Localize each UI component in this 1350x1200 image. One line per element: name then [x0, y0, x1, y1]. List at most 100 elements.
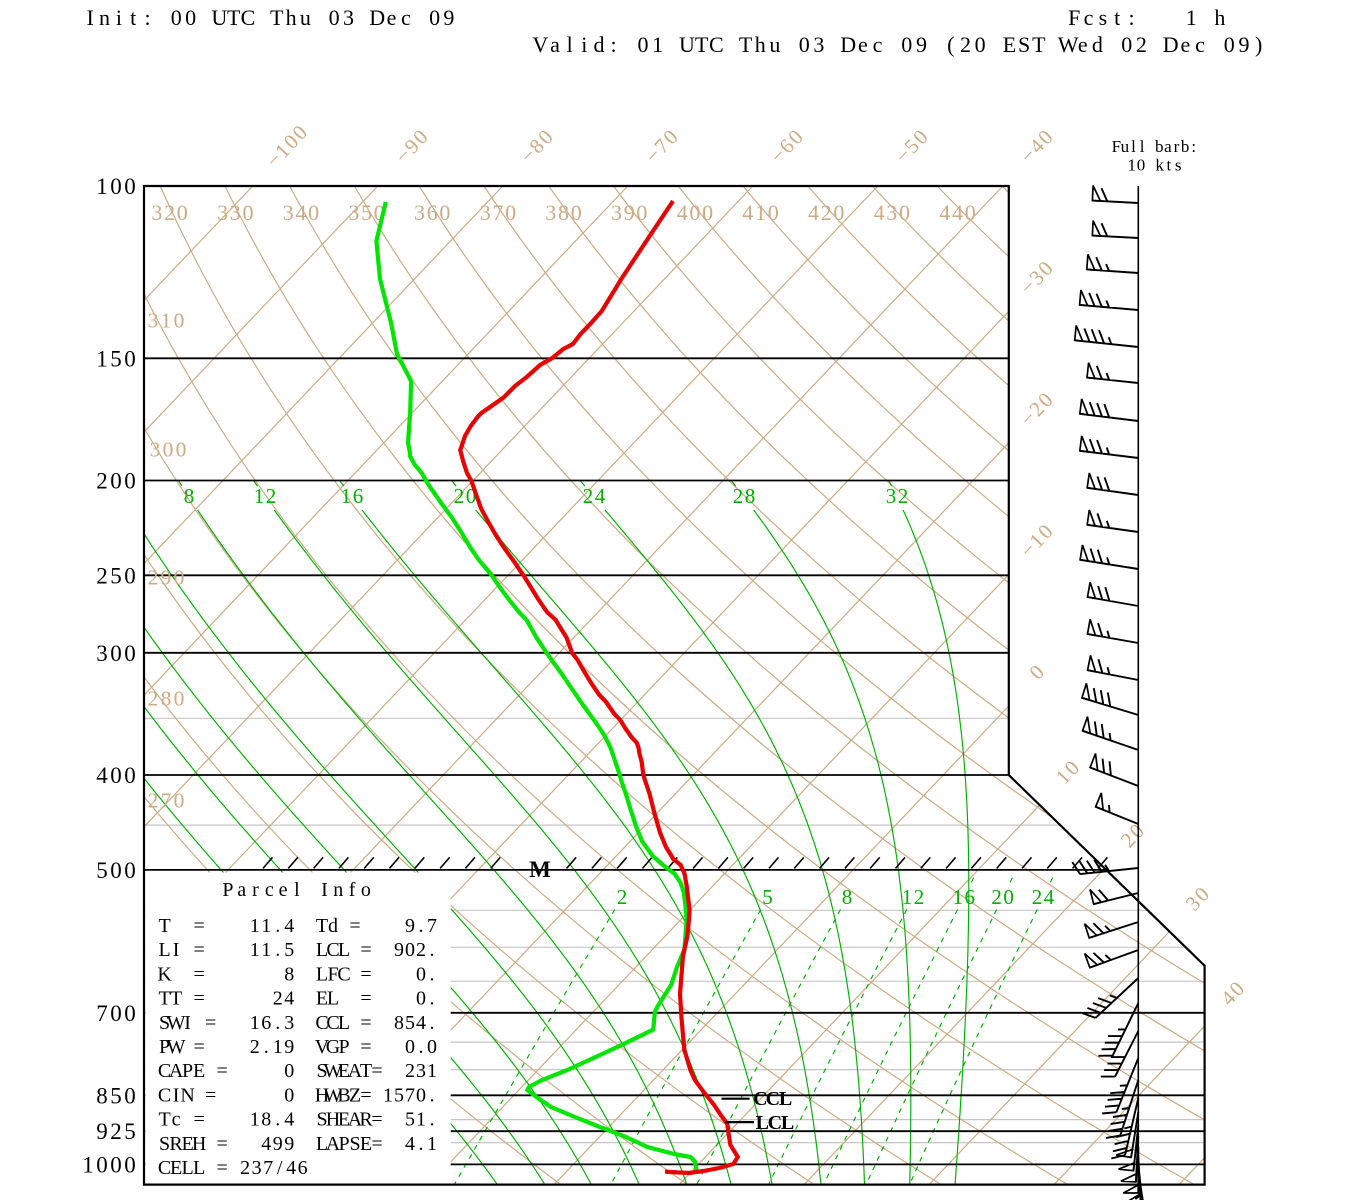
svg-text:H: H [192, 1133, 206, 1155]
svg-text:N: N [180, 1084, 194, 1106]
svg-text:1: 1 [261, 915, 271, 937]
svg-text:0: 0 [833, 200, 844, 225]
svg-text:c: c [1084, 5, 1094, 30]
svg-text:E: E [338, 1109, 350, 1131]
svg-text:.: . [430, 939, 435, 961]
svg-text:r: r [252, 879, 259, 901]
svg-text::: : [1191, 137, 1196, 156]
svg-text:S: S [316, 1109, 327, 1131]
svg-text:2: 2 [991, 885, 1002, 909]
svg-text:0: 0 [110, 641, 122, 666]
svg-text:0: 0 [124, 858, 136, 883]
svg-text:3: 3 [252, 1157, 262, 1179]
svg-text:L: L [316, 963, 328, 985]
svg-text:0: 0 [416, 1084, 426, 1106]
svg-text:b: b [1155, 137, 1164, 156]
svg-text:G: G [326, 1036, 340, 1058]
svg-text:B: B [337, 1084, 350, 1106]
svg-text:H: H [326, 1109, 340, 1131]
svg-text:3: 3 [96, 641, 108, 666]
svg-text:0: 0 [965, 200, 976, 225]
svg-text:2: 2 [821, 200, 832, 225]
svg-text:0: 0 [124, 1152, 136, 1177]
svg-text:1: 1 [952, 885, 963, 909]
svg-text:E: E [316, 988, 328, 1010]
svg-text:9: 9 [394, 939, 404, 961]
svg-text:0: 0 [124, 469, 136, 494]
svg-text:T: T [158, 1109, 170, 1131]
svg-text:0: 0 [405, 939, 415, 961]
svg-text:0: 0 [1121, 32, 1132, 57]
svg-text:0: 0 [416, 963, 426, 985]
svg-text:2: 2 [454, 484, 465, 508]
svg-text:P: P [338, 1133, 349, 1155]
svg-text:F: F [1068, 5, 1080, 30]
svg-text:E: E [181, 1133, 193, 1155]
svg-text:1: 1 [250, 915, 260, 937]
svg-text:r: r [1174, 137, 1180, 156]
svg-text:Z: Z [349, 1084, 361, 1106]
svg-text:S: S [159, 1133, 170, 1155]
svg-text:0: 0 [636, 200, 647, 225]
svg-text:.: . [275, 915, 280, 937]
svg-text:3: 3 [414, 200, 425, 225]
svg-text:K: K [157, 963, 172, 985]
svg-text:8: 8 [284, 963, 294, 985]
svg-text:0: 0 [899, 200, 910, 225]
svg-text:L: L [158, 939, 170, 961]
svg-text:1: 1 [254, 484, 265, 508]
svg-text:C: C [315, 1012, 328, 1034]
svg-text:1: 1 [250, 1012, 260, 1034]
svg-text:6: 6 [964, 885, 975, 909]
svg-text:0: 0 [284, 1060, 294, 1082]
svg-text:1: 1 [82, 1152, 94, 1177]
svg-text:0: 0 [374, 200, 385, 225]
svg-text:U: U [211, 5, 227, 30]
svg-text:5: 5 [405, 1109, 415, 1131]
svg-text:V: V [532, 32, 548, 57]
svg-text:7: 7 [263, 1157, 273, 1179]
svg-text:1: 1 [652, 32, 663, 57]
svg-text:.: . [275, 1012, 280, 1034]
svg-text:=: = [216, 1157, 227, 1179]
svg-text:0: 0 [308, 200, 319, 225]
svg-text:0: 0 [1137, 156, 1146, 175]
svg-text:A: A [348, 1060, 363, 1082]
svg-text:T: T [170, 988, 182, 1010]
svg-text:3: 3 [151, 200, 162, 225]
svg-text:3: 3 [545, 200, 556, 225]
svg-text:e: e [1181, 32, 1191, 57]
svg-text:I: I [173, 1084, 180, 1106]
svg-text:0: 0 [1003, 885, 1014, 909]
svg-text:.: . [430, 1084, 435, 1106]
svg-text:2: 2 [148, 687, 159, 711]
svg-text:T: T [158, 915, 170, 937]
svg-text:2: 2 [110, 1119, 122, 1144]
svg-text:8: 8 [394, 1012, 404, 1034]
svg-text:3: 3 [148, 309, 159, 333]
svg-text:T: T [360, 1060, 372, 1082]
svg-text:1: 1 [341, 484, 352, 508]
svg-text:0: 0 [466, 484, 477, 508]
svg-text:H: H [315, 1084, 329, 1106]
svg-text:L: L [193, 1157, 205, 1179]
svg-text:1: 1 [96, 346, 108, 371]
svg-text:9: 9 [624, 200, 635, 225]
svg-text:.: . [419, 915, 424, 937]
svg-text:4: 4 [261, 1133, 271, 1155]
svg-text:4: 4 [286, 1157, 296, 1179]
svg-text:R: R [169, 1133, 183, 1155]
svg-text:=: = [360, 1084, 371, 1106]
svg-text:M: M [529, 857, 551, 882]
svg-text:.: . [430, 963, 435, 985]
svg-text:P: P [182, 1060, 193, 1082]
svg-text:U: U [679, 32, 695, 57]
svg-text:=: = [360, 988, 371, 1010]
svg-text:e: e [1078, 32, 1088, 57]
svg-text:C: C [326, 939, 339, 961]
svg-text:E: E [1003, 32, 1016, 57]
svg-text:c: c [401, 5, 411, 30]
svg-text:S: S [159, 1012, 170, 1034]
svg-text:2: 2 [405, 1060, 415, 1082]
svg-text:=: = [216, 1133, 227, 1155]
